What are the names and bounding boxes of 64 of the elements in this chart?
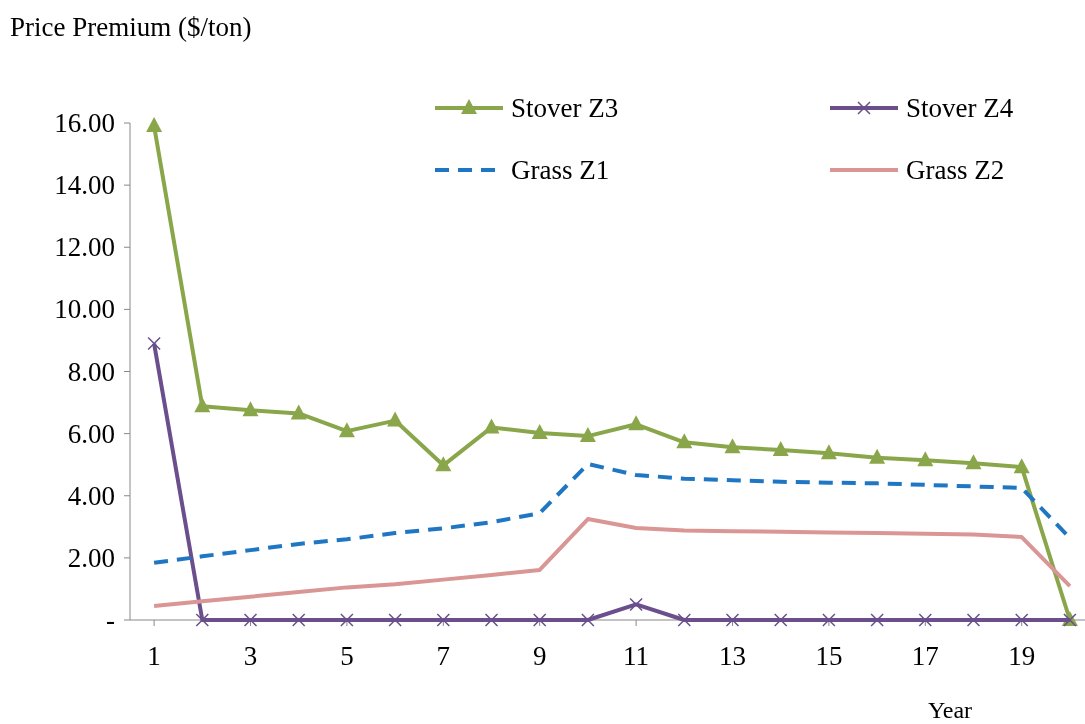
point [195,613,210,627]
point [532,613,547,627]
point [918,613,933,627]
point [773,613,788,627]
legend-label: Stover Z4 [906,93,1014,123]
y-tick-label: 8.00 [67,356,115,387]
point [531,424,548,439]
point [628,415,645,431]
point [483,418,500,434]
point [725,613,740,627]
point [242,401,259,417]
y-tick-label: 6.00 [67,418,115,449]
x-tick-label: 5 [340,641,354,671]
point [243,613,258,627]
y-tick-label: 4.00 [67,480,115,511]
x-tick-label: 13 [719,641,746,671]
point [629,597,643,612]
point [340,613,354,627]
x-tick-label: 15 [815,641,843,671]
point [435,456,452,472]
y-tick-label: 16.00 [54,108,115,138]
point [772,441,789,457]
point [1014,613,1029,627]
point [820,444,837,460]
point [677,613,692,627]
point [387,411,404,427]
point [822,613,836,627]
point [676,433,693,449]
point [194,397,211,413]
y-tick-label: - [106,605,115,635]
point [290,404,307,420]
point [966,613,981,627]
point [388,613,402,627]
y-tick-label: 12.00 [54,232,115,263]
point [146,117,163,133]
x-tick-label: 7 [436,641,451,671]
point [147,336,161,351]
point [870,613,884,627]
line-series [152,517,1072,609]
legend-label: Stover Z3 [511,93,619,123]
legend-label: Grass Z2 [906,155,1005,185]
x-tick-label: 19 [1008,641,1036,671]
point [436,613,451,627]
y-tick-label: 14.00 [54,170,115,201]
point [1013,458,1030,474]
y-axis-title: Price Premium ($/ton) [10,12,252,42]
x-tick-label: 9 [532,641,547,671]
y-tick-label: 10.00 [54,294,115,325]
x-tick-label: 17 [911,641,939,671]
point [965,454,982,470]
point [917,451,934,467]
point [724,438,741,454]
x-tick-label: 1 [147,641,161,671]
x-tick-label: 3 [243,641,258,671]
point [581,613,595,627]
y-tick-label: 2.00 [67,542,115,573]
x-axis-title: Year [927,697,973,723]
legend-label: Grass Z1 [511,155,610,185]
x-tick-label: 11 [623,641,650,671]
point [484,613,499,627]
point [338,422,355,438]
point [869,448,886,464]
point [291,613,306,627]
point [579,427,596,443]
